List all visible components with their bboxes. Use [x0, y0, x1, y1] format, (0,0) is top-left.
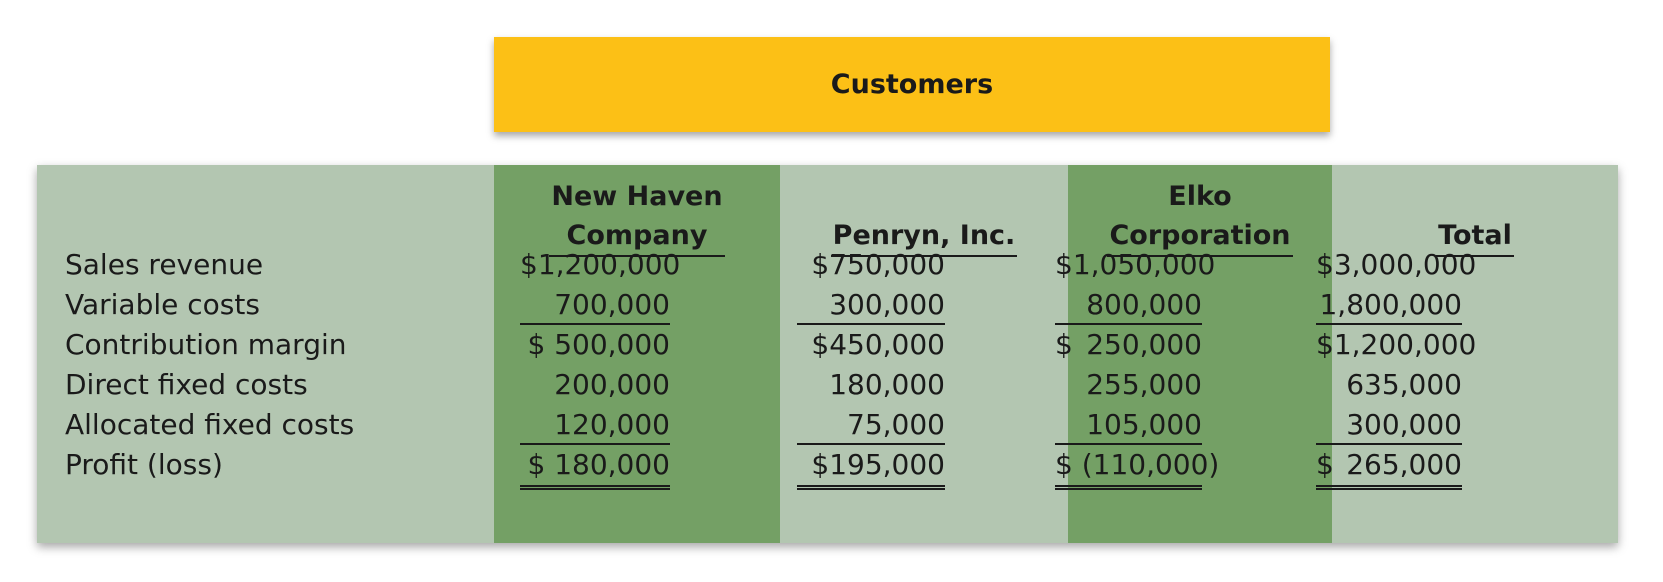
cell-new-haven-direct-fixed: 200,000 — [554, 368, 670, 401]
cell-elko-direct-fixed: 255,000 — [1086, 368, 1202, 401]
column-header-text: Total — [1436, 216, 1514, 257]
column-header-new-haven: New Haven Company — [494, 177, 780, 257]
cell-new-haven-contribution: $ 500,000 — [527, 328, 670, 361]
row-label-allocated-fixed-costs: Allocated fixed costs — [65, 408, 355, 441]
cell-penryn-profit: $195,000 — [797, 445, 945, 490]
elko-column-shading — [1068, 165, 1332, 543]
currency-symbol: $ — [1055, 328, 1073, 361]
row-label-sales-revenue: Sales revenue — [65, 248, 264, 281]
column-header-text: Penryn, Inc. — [830, 216, 1018, 257]
cell-elko-contribution: $ 250,000 — [1055, 325, 1202, 365]
cell-total-sales: $3,000,000 — [1316, 248, 1477, 281]
column-header-penryn: Penryn, Inc. — [780, 177, 1068, 257]
column-header-text: Elko Corporation — [1107, 177, 1293, 257]
cell-amount: 250,000 — [1086, 328, 1202, 361]
cell-total-contribution: $1,200,000 — [1316, 328, 1477, 361]
cell-total-variable: 1,800,000 — [1316, 285, 1462, 325]
column-header-elko: Elko Corporation — [1068, 177, 1332, 257]
cell-penryn-direct-fixed: 180,000 — [829, 368, 945, 401]
cell-penryn-allocated-fixed: 75,000 — [797, 405, 945, 445]
cell-elko-sales: $1,050,000 — [1055, 248, 1216, 281]
cell-elko-variable: 800,000 — [1055, 285, 1202, 325]
column-header-text: New Haven Company — [549, 177, 725, 257]
cell-total-allocated-fixed: 300,000 — [1316, 405, 1462, 445]
cell-new-haven-sales: $1,200,000 — [520, 248, 681, 281]
customers-banner: Customers — [494, 37, 1330, 132]
cell-new-haven-profit: $ 180,000 — [520, 445, 670, 490]
cell-penryn-variable: 300,000 — [797, 285, 945, 325]
cell-elko-allocated-fixed: 105,000 — [1055, 405, 1202, 445]
banner-title: Customers — [830, 69, 994, 100]
row-label-direct-fixed-costs: Direct fixed costs — [65, 368, 308, 401]
income-statement-table: New Haven Company Penryn, Inc. Elko Corp… — [37, 165, 1618, 543]
new-haven-column-shading — [494, 165, 780, 543]
cell-total-profit: $ 265,000 — [1316, 445, 1462, 490]
cell-new-haven-variable: 700,000 — [520, 285, 670, 325]
cell-penryn-sales: $750,000 — [811, 248, 945, 281]
row-label-variable-costs: Variable costs — [65, 288, 260, 321]
currency-symbol: $ — [1316, 448, 1334, 481]
cell-penryn-contribution: $450,000 — [811, 328, 945, 361]
cell-total-direct-fixed: 635,000 — [1346, 368, 1462, 401]
cell-elko-profit: $ (110,000) — [1055, 445, 1219, 490]
cell-amount: 265,000 — [1346, 448, 1462, 481]
cell-new-haven-allocated-fixed: 120,000 — [520, 405, 670, 445]
row-label-contribution-margin: Contribution margin — [65, 328, 347, 361]
column-header-total: Total — [1332, 177, 1618, 257]
row-label-profit-loss: Profit (loss) — [65, 448, 223, 481]
